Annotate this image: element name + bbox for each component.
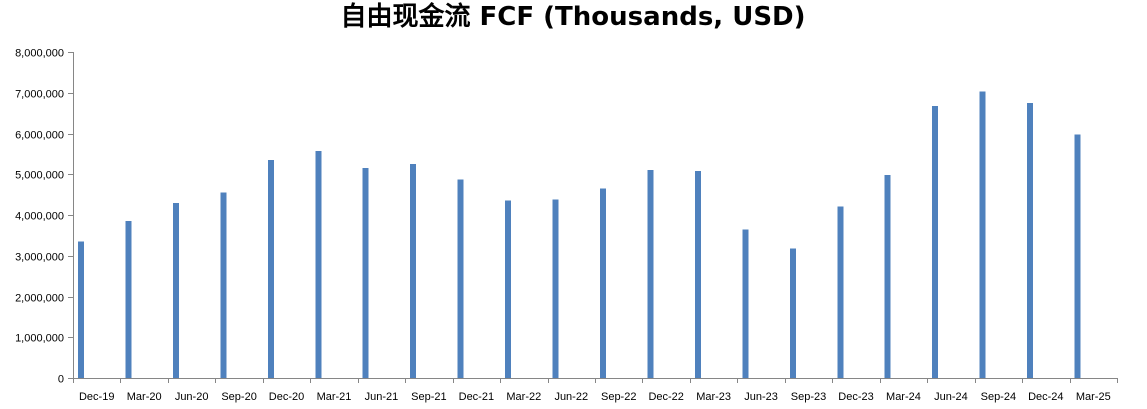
bar-series (78, 91, 1081, 379)
x-axis: Dec-19 Mar-20 Jun-20 Sep-20 Dec-20 Mar-21 Jun-… (73, 378, 1118, 403)
x-tick-label: Dec-22 (648, 391, 683, 403)
x-tick-label: Dec-19 (79, 391, 114, 403)
x-tick-label: Sep-21 (411, 391, 446, 403)
bar-jun-21 (362, 168, 369, 378)
x-tick-label: Sep-24 (981, 391, 1016, 403)
bar-sep-23 (789, 248, 796, 378)
bar-jun-20 (172, 202, 179, 378)
x-tick-label: Jun-23 (744, 391, 778, 403)
x-tick-label: Jun-22 (554, 391, 588, 403)
bar-dec-24 (1027, 102, 1034, 379)
bar-sep-24 (979, 91, 986, 378)
x-tick-label: Jun-21 (365, 391, 399, 403)
bar-jun-24 (932, 105, 939, 379)
x-tick-label: Dec-23 (838, 391, 873, 403)
bar-dec-21 (457, 179, 464, 378)
chart-title: 自由现金流 FCF (Thousands, USD) (340, 1, 805, 32)
y-tick-label: 4,000,000 (15, 211, 64, 223)
bar-jun-23 (742, 229, 749, 378)
bar-mar-21 (315, 151, 322, 378)
bar-jun-22 (552, 199, 559, 378)
bar-dec-22 (647, 170, 654, 378)
x-tick-label: Mar-25 (1076, 391, 1111, 403)
x-tick-label: Jun-20 (175, 391, 209, 403)
x-tick-label: Mar-24 (886, 391, 921, 403)
y-tick-label: 1,000,000 (15, 333, 64, 345)
bar-sep-22 (600, 188, 606, 378)
x-tick-label: Mar-21 (317, 391, 352, 403)
bar-mar-22 (505, 200, 512, 378)
x-tick-label: Dec-24 (1028, 391, 1063, 403)
x-tick-label: Sep-23 (791, 391, 826, 403)
bar-mar-20 (125, 221, 132, 378)
x-tick-label: Jun-24 (934, 391, 968, 403)
x-tick-label: Sep-22 (601, 391, 636, 403)
bar-dec-19 (78, 241, 84, 378)
bar-sep-21 (410, 164, 417, 378)
x-tick-label: Dec-20 (269, 391, 304, 403)
y-tick-label: 0 (58, 374, 64, 386)
x-tick-label: Mar-22 (506, 391, 541, 403)
x-tick-label: Dec-21 (459, 391, 494, 403)
bar-mar-25 (1074, 134, 1081, 378)
x-tick-label: Mar-23 (696, 391, 731, 403)
x-tick-label: Sep-20 (221, 391, 256, 403)
bar-dec-23 (837, 206, 844, 378)
y-tick-label: 7,000,000 (15, 89, 64, 101)
x-tick-label: Mar-20 (127, 391, 162, 403)
y-tick-label: 5,000,000 (15, 170, 64, 182)
bar-dec-20 (267, 160, 274, 378)
y-axis: 0 1,000,000 2,000,000 3,000,000 4,000,000 5,0… (15, 48, 74, 386)
y-tick-label: 2,000,000 (15, 293, 64, 305)
y-tick-label: 8,000,000 (15, 48, 64, 60)
bar-mar-23 (694, 171, 701, 378)
bar-sep-20 (220, 192, 227, 378)
y-tick-label: 3,000,000 (15, 252, 64, 264)
bar-mar-24 (884, 175, 891, 378)
y-tick-label: 6,000,000 (15, 130, 64, 142)
